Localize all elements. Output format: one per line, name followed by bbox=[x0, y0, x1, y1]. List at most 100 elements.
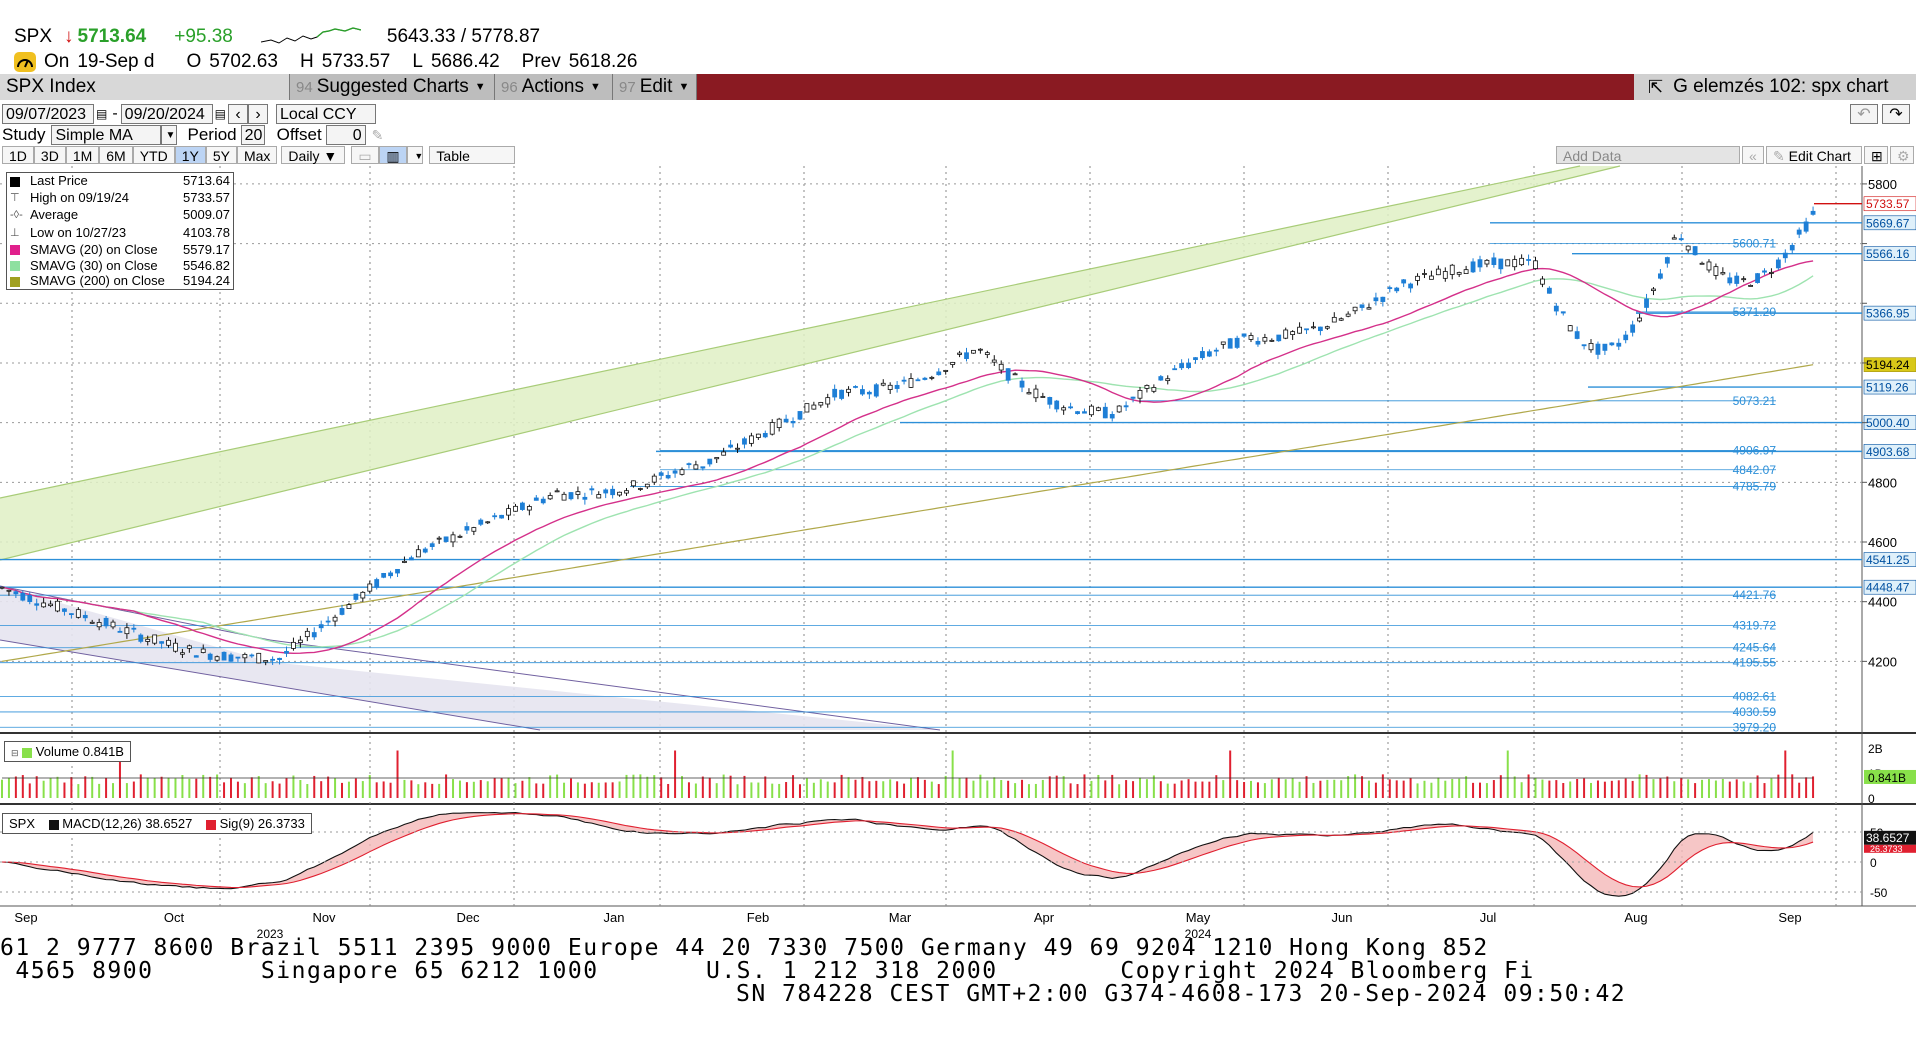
candle-body bbox=[1206, 351, 1212, 357]
suggested-charts-menu[interactable]: 94 Suggested Charts ▼ bbox=[290, 74, 495, 100]
chevron-down-icon[interactable]: ▼ bbox=[407, 146, 424, 164]
level-label: 5073.21 bbox=[1733, 394, 1777, 408]
candle-body bbox=[901, 379, 907, 382]
candle-body bbox=[1137, 389, 1143, 399]
candle-body bbox=[263, 660, 269, 663]
candle-type-icon[interactable]: ▥ bbox=[379, 146, 408, 164]
chart-type-icon[interactable]: ▭ bbox=[351, 146, 380, 164]
external-link-icon[interactable]: ⇱ bbox=[1648, 76, 1664, 97]
candle-body bbox=[707, 458, 713, 465]
candle-body bbox=[221, 651, 227, 661]
chevron-down-icon[interactable]: ▼ bbox=[161, 125, 178, 145]
calendar-icon[interactable]: ▤ bbox=[214, 107, 227, 121]
actions-menu[interactable]: 96 Actions ▼ bbox=[495, 74, 613, 100]
candle-body bbox=[1144, 384, 1150, 389]
candle-body bbox=[1061, 407, 1067, 411]
candle-body bbox=[1755, 273, 1760, 283]
candle-body bbox=[180, 652, 185, 655]
legend-value: 5713.64 bbox=[183, 173, 230, 188]
candle-body bbox=[200, 648, 206, 653]
level-tag bbox=[1863, 246, 1916, 261]
level-tag-label: 5194.24 bbox=[1866, 358, 1910, 372]
range-button-max[interactable]: Max bbox=[236, 146, 278, 164]
candle-body bbox=[1602, 343, 1608, 351]
candle-body bbox=[1415, 275, 1420, 281]
legend-marker-icon bbox=[7, 173, 27, 189]
edit-menu[interactable]: 97 Edit ▼ bbox=[613, 74, 697, 100]
candle-body bbox=[1553, 305, 1559, 312]
candle-body bbox=[1491, 257, 1497, 265]
candle-body bbox=[1123, 405, 1129, 408]
up-channel-top-line bbox=[0, 165, 1581, 499]
candle-body bbox=[110, 621, 116, 628]
candle-body bbox=[1720, 272, 1726, 275]
range-button-3d[interactable]: 3D bbox=[33, 146, 66, 164]
range-button-6m[interactable]: 6M bbox=[99, 146, 133, 164]
study-select[interactable]: Simple MA bbox=[51, 125, 162, 145]
frequency-select[interactable]: Daily ▼ bbox=[281, 146, 346, 164]
redo-button[interactable]: ↷ bbox=[1882, 104, 1910, 124]
level-tag bbox=[1863, 196, 1916, 212]
start-date-input[interactable]: 09/07/2023 bbox=[2, 104, 94, 124]
legend-value: 4103.78 bbox=[183, 225, 230, 241]
calendar-icon[interactable]: ▤ bbox=[96, 107, 108, 121]
low-value: 5686.42 bbox=[430, 51, 500, 72]
candle-body bbox=[304, 630, 310, 638]
security-field[interactable]: SPX Index bbox=[0, 74, 290, 100]
collapse-icon[interactable]: « bbox=[1742, 146, 1764, 166]
gear-icon[interactable]: ⚙ bbox=[1890, 146, 1914, 166]
pencil-icon[interactable]: ✎ bbox=[371, 126, 384, 143]
candle-body bbox=[1324, 326, 1330, 329]
study-label: Study bbox=[2, 125, 46, 144]
range-button-1m[interactable]: 1M bbox=[65, 146, 100, 164]
candle-body bbox=[242, 653, 248, 659]
candle-body bbox=[1477, 259, 1483, 268]
candle-body bbox=[311, 632, 317, 638]
offset-input[interactable]: 0 bbox=[325, 125, 366, 145]
candle-body bbox=[1116, 405, 1122, 413]
candle-body bbox=[513, 505, 518, 512]
candle-body bbox=[735, 447, 740, 450]
chart-title-field[interactable]: ⇱ G elemzés 102: spx chart bbox=[1634, 74, 1916, 100]
candle-body bbox=[846, 388, 851, 393]
candle-body bbox=[762, 432, 768, 438]
range-button-1y[interactable]: 1Y bbox=[174, 146, 206, 164]
candle-body bbox=[1130, 396, 1136, 399]
end-date-input[interactable]: 09/20/2024 bbox=[120, 104, 213, 124]
y-tick-label: 5800 bbox=[1868, 177, 1897, 192]
candle-body bbox=[721, 451, 727, 456]
level-label: 4245.64 bbox=[1733, 641, 1777, 655]
candle-body bbox=[880, 382, 886, 386]
high-label: H bbox=[299, 51, 314, 72]
volume-tag-label: 0.841B bbox=[1868, 771, 1906, 785]
candle-body bbox=[1075, 411, 1080, 415]
candle-body bbox=[839, 389, 845, 399]
candle-body bbox=[1685, 245, 1691, 251]
candle-body bbox=[1019, 380, 1025, 388]
range-button-ytd[interactable]: YTD bbox=[132, 146, 175, 164]
candle-body bbox=[1803, 221, 1809, 232]
period-input[interactable]: 20 bbox=[240, 125, 265, 145]
candle-body bbox=[82, 614, 88, 619]
candle-body bbox=[284, 650, 289, 654]
prev-period-button[interactable]: ‹ bbox=[228, 104, 249, 124]
candle-body bbox=[853, 386, 858, 388]
candle-body bbox=[1595, 343, 1601, 355]
candle-body bbox=[825, 397, 831, 405]
add-data-input[interactable]: Add Data bbox=[1556, 146, 1740, 166]
currency-select[interactable]: Local CCY bbox=[276, 104, 377, 124]
table-button[interactable]: Table bbox=[429, 146, 516, 164]
chart-icon[interactable]: ⊞ bbox=[1864, 146, 1888, 166]
candle-body bbox=[152, 634, 158, 644]
candle-body bbox=[1005, 368, 1011, 381]
undo-button[interactable]: ↶ bbox=[1850, 104, 1878, 124]
edit-chart-button[interactable]: ✎ Edit Chart bbox=[1766, 146, 1862, 166]
gauge-icon[interactable] bbox=[14, 52, 36, 72]
range-button-1d[interactable]: 1D bbox=[2, 146, 34, 164]
candle-body bbox=[596, 494, 602, 499]
candle-body bbox=[637, 488, 643, 490]
level-label: 5371.20 bbox=[1733, 305, 1777, 319]
range-button-5y[interactable]: 5Y bbox=[205, 146, 237, 164]
next-period-button[interactable]: › bbox=[248, 104, 269, 124]
